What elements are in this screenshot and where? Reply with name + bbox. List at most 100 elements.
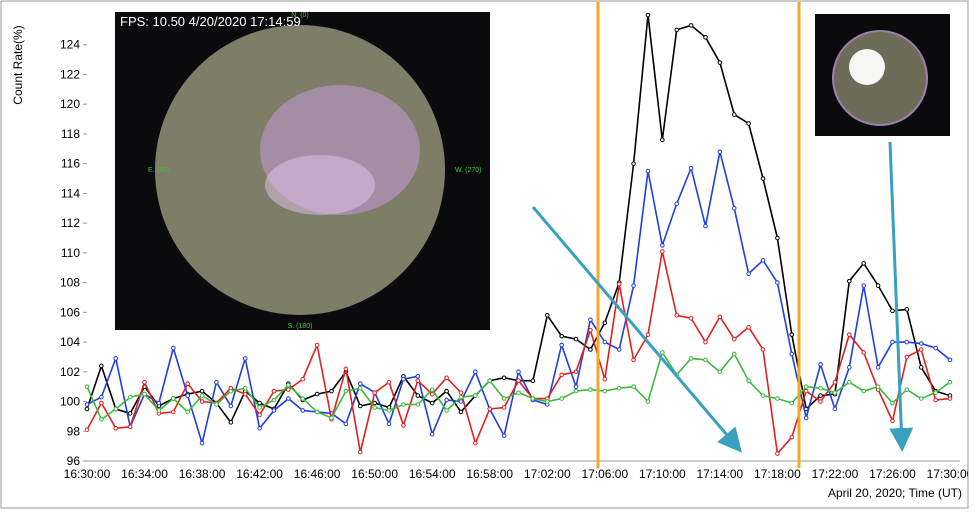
data-point xyxy=(760,393,766,398)
y-tick-label: 124 xyxy=(60,38,80,52)
data-point xyxy=(286,382,291,388)
data-point xyxy=(645,12,651,18)
data-point xyxy=(588,317,593,323)
data-point xyxy=(99,394,104,400)
data-point xyxy=(717,369,723,375)
data-point xyxy=(573,388,579,394)
data-point xyxy=(257,400,262,406)
x-tick-label: 16:58:00 xyxy=(466,467,513,481)
x-tick-label: 16:50:00 xyxy=(351,467,398,481)
x-tick-label: 17:22:00 xyxy=(812,467,859,481)
data-point xyxy=(199,388,205,394)
data-point xyxy=(286,387,291,392)
x-tick-label: 16:34:00 xyxy=(121,467,168,481)
data-point xyxy=(660,249,665,254)
data-point xyxy=(214,379,219,385)
data-point xyxy=(415,393,421,398)
data-point xyxy=(602,376,608,382)
x-tick-label: 17:06:00 xyxy=(581,467,628,481)
data-point xyxy=(660,243,665,248)
series-layer xyxy=(84,12,953,456)
data-point xyxy=(530,396,536,401)
plot: Count Rate(%) April 20, 2020; Time (UT) … xyxy=(11,2,974,500)
data-point xyxy=(904,307,910,312)
data-point xyxy=(544,399,550,404)
inset-caption: FPS: 10.50 4/20/2020 17:14:59 xyxy=(120,14,301,29)
data-point xyxy=(832,379,838,385)
data-point xyxy=(429,387,435,392)
data-point xyxy=(343,366,349,372)
data-point xyxy=(487,406,493,412)
data-point xyxy=(832,390,838,395)
data-point xyxy=(386,421,392,427)
data-point xyxy=(286,396,291,401)
data-point xyxy=(530,378,536,384)
data-point xyxy=(688,165,694,171)
data-point xyxy=(803,388,809,394)
x-tick-label: 17:30:00 xyxy=(927,467,974,481)
data-point xyxy=(775,451,780,456)
x-tick-label: 16:38:00 xyxy=(179,467,226,481)
data-point xyxy=(127,411,133,416)
data-point xyxy=(717,149,723,155)
data-point xyxy=(271,397,277,403)
data-point xyxy=(171,396,176,401)
x-tick-label: 16:42:00 xyxy=(236,467,283,481)
data-point xyxy=(415,378,421,384)
data-point xyxy=(199,440,205,446)
data-point xyxy=(918,365,924,370)
data-point xyxy=(717,314,723,320)
data-point xyxy=(113,356,119,361)
data-point xyxy=(602,320,608,326)
data-point xyxy=(386,379,392,385)
bright-aurora xyxy=(849,49,885,85)
data-point xyxy=(602,388,608,394)
y-tick-label: 98 xyxy=(67,424,81,438)
data-point xyxy=(473,393,478,398)
data-point xyxy=(559,396,564,401)
y-axis-label: Count Rate(%) xyxy=(11,25,25,104)
data-point xyxy=(127,394,133,400)
data-point xyxy=(487,378,493,384)
data-point xyxy=(156,408,162,413)
data-point xyxy=(501,396,507,401)
data-point xyxy=(933,345,938,351)
data-point xyxy=(861,283,867,288)
data-point xyxy=(357,385,363,391)
data-point xyxy=(199,393,205,398)
data-point xyxy=(300,376,306,382)
data-point xyxy=(847,332,852,337)
inset-left: FPS: 10.50 4/20/2020 17:14:59 N. (0) E. … xyxy=(115,12,490,330)
data-point xyxy=(660,137,665,143)
data-point xyxy=(300,396,306,401)
data-point xyxy=(271,388,277,394)
data-point xyxy=(588,347,593,352)
data-point xyxy=(674,27,680,33)
y-tick-label: 114 xyxy=(61,186,80,200)
y-tick-label: 96 xyxy=(67,454,81,468)
data-point xyxy=(415,373,421,379)
data-point xyxy=(875,384,881,389)
x-tick-label: 17:10:00 xyxy=(639,467,686,481)
data-point xyxy=(904,387,910,392)
x-tick-label: 17:14:00 xyxy=(697,467,744,481)
data-point xyxy=(861,350,867,355)
data-point xyxy=(890,339,895,345)
data-point xyxy=(746,378,751,384)
arrow xyxy=(888,141,914,452)
data-point xyxy=(501,375,507,381)
data-point xyxy=(847,365,852,370)
data-point xyxy=(516,378,521,384)
data-point xyxy=(458,409,464,415)
aurora xyxy=(265,155,375,215)
data-point xyxy=(473,440,478,446)
data-point xyxy=(444,375,449,381)
data-point xyxy=(314,409,320,415)
data-point xyxy=(429,391,435,397)
data-point xyxy=(401,376,406,382)
data-point xyxy=(588,387,593,392)
data-point xyxy=(127,424,133,430)
data-point xyxy=(775,396,780,401)
y-tick-label: 100 xyxy=(60,395,80,409)
